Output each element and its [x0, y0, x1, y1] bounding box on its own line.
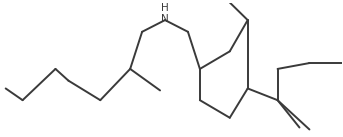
Text: N: N: [161, 14, 169, 24]
Text: H: H: [161, 3, 169, 13]
